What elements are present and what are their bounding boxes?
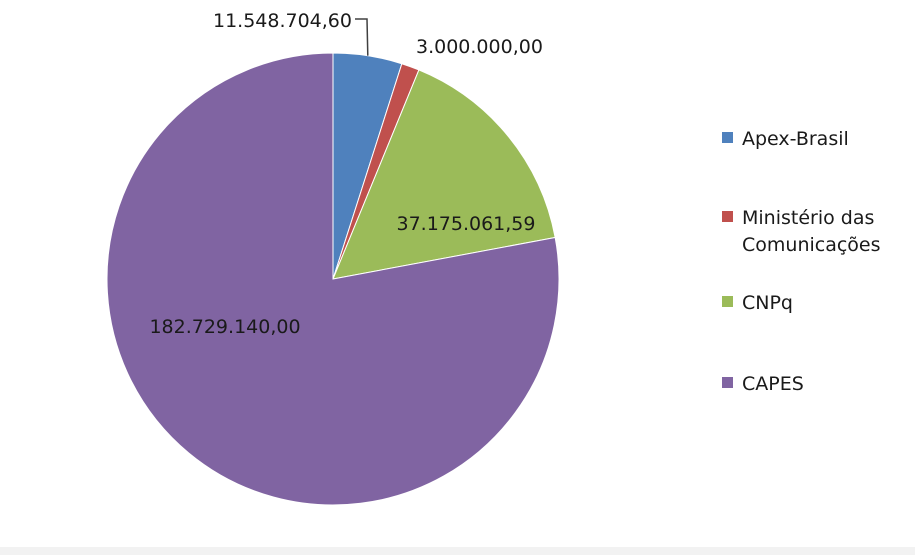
legend-label: Ministério das xyxy=(742,207,874,229)
bottom-strip xyxy=(0,547,915,555)
data-labels: 11.548.704,60 3.000.000,00 37.175.061,59 18… xyxy=(149,10,542,338)
legend-label: CAPES xyxy=(742,373,804,395)
legend-label: Comunicações xyxy=(742,234,881,256)
pie-slices xyxy=(106,52,560,506)
legend-item-cnpq: CNPq xyxy=(722,292,793,314)
legend-item-ministerio-das-comunicacoes: Ministério das Comunicações xyxy=(722,207,881,256)
legend-item-capes: CAPES xyxy=(722,373,804,395)
leader-line-apex-brasil xyxy=(355,18,369,56)
legend-swatch xyxy=(722,132,733,143)
data-label-apex-brasil: 11.548.704,60 xyxy=(213,10,352,32)
legend: Apex-Brasil Ministério das Comunicações CNP… xyxy=(722,128,881,395)
legend-label: CNPq xyxy=(742,292,793,314)
legend-item-apex-brasil: Apex-Brasil xyxy=(722,128,849,150)
data-label-ministerio-das-comunicacoes: 3.000.000,00 xyxy=(416,36,543,58)
data-label-capes: 182.729.140,00 xyxy=(149,316,300,338)
data-label-cnpq: 37.175.061,59 xyxy=(396,213,535,235)
legend-swatch xyxy=(722,377,733,388)
pie-slice-capes xyxy=(106,52,560,506)
legend-swatch xyxy=(722,296,733,307)
leader-lines xyxy=(355,18,369,56)
pie-slice-cnpq xyxy=(332,69,556,280)
legend-swatch xyxy=(722,211,733,222)
legend-label: Apex-Brasil xyxy=(742,128,849,150)
